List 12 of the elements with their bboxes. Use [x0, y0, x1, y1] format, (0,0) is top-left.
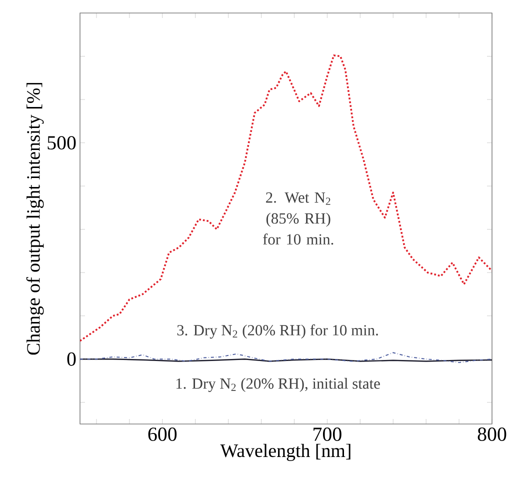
y-tick-label: 0 — [67, 352, 76, 366]
line-series — [80, 54, 492, 342]
x-tick-label: 800 — [478, 428, 506, 441]
line-series — [80, 352, 492, 364]
annotation: 2. Wet N$_{2}$ (85% RH) for 10 min. — [263, 192, 334, 245]
x-tick-label: 700 — [314, 428, 342, 441]
annotation: 3. Dry N$_{2}$ (20% RH) for 10 min. — [177, 324, 378, 339]
y-tick-label: 500 — [48, 136, 76, 150]
y-axis-title: Change of output light intensity [%] — [26, 82, 44, 355]
annotation: 1. Dry N$_{2}$ (20% RH), initial state — [176, 378, 380, 392]
x-axis-title: Wavelength [nm] — [220, 444, 350, 462]
x-tick-label: 600 — [148, 428, 177, 441]
